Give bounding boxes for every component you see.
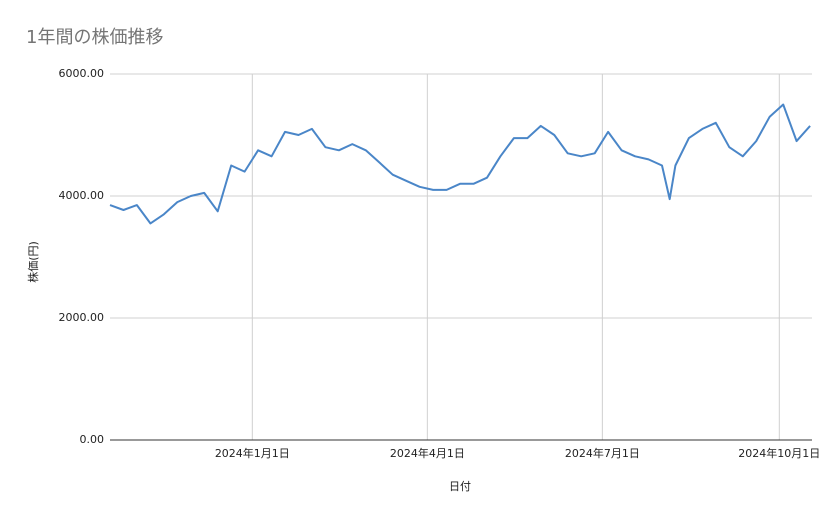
x-axis-label: 日付: [449, 480, 471, 493]
y-tick-label: 0.00: [80, 433, 105, 446]
y-tick-label: 2000.00: [59, 311, 105, 324]
x-tick-label: 2024年7月1日: [565, 446, 640, 460]
x-tick-label: 2024年10月1日: [738, 446, 820, 460]
x-tick-label: 2024年1月1日: [215, 446, 290, 460]
y-tick-label: 6000.00: [59, 67, 105, 80]
data-line: [109, 103, 811, 225]
x-tick-label: 2024年4月1日: [390, 446, 465, 460]
chart-title: 1年間の株価推移: [26, 27, 163, 48]
y-tick-label: 4000.00: [59, 189, 105, 202]
y-axis-label: 株価(円): [26, 241, 40, 283]
